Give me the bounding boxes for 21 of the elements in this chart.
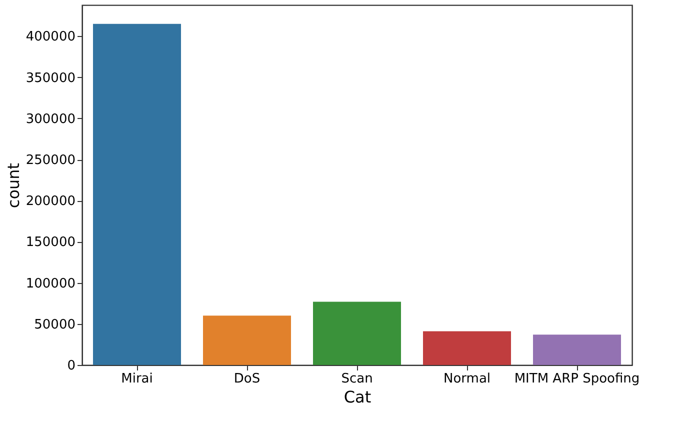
x-tick-label: Scan xyxy=(341,372,373,386)
x-tick-label: DoS xyxy=(234,372,260,386)
bar xyxy=(313,302,401,365)
y-tick-label: 150000 xyxy=(26,235,76,250)
y-tick-label: 400000 xyxy=(26,30,76,45)
y-tick-label: 350000 xyxy=(26,70,76,86)
y-tick-label: 250000 xyxy=(26,153,76,168)
y-tick-label: 300000 xyxy=(26,112,76,127)
y-tick-label: 200000 xyxy=(26,194,76,210)
bar xyxy=(423,331,511,365)
x-tick-label: Normal xyxy=(443,372,491,386)
x-tick-label: MITM ARP Spoofing xyxy=(514,372,640,386)
y-tick-label: 100000 xyxy=(26,276,76,292)
bar xyxy=(203,316,291,365)
y-tick-label: 0 xyxy=(67,358,76,374)
bar xyxy=(93,24,181,365)
y-tick-label: 50000 xyxy=(34,317,76,332)
y-axis-title: count xyxy=(4,162,23,208)
bar xyxy=(533,334,621,365)
x-axis-title: Cat xyxy=(344,388,372,406)
x-tick-label: Mirai xyxy=(121,372,153,386)
